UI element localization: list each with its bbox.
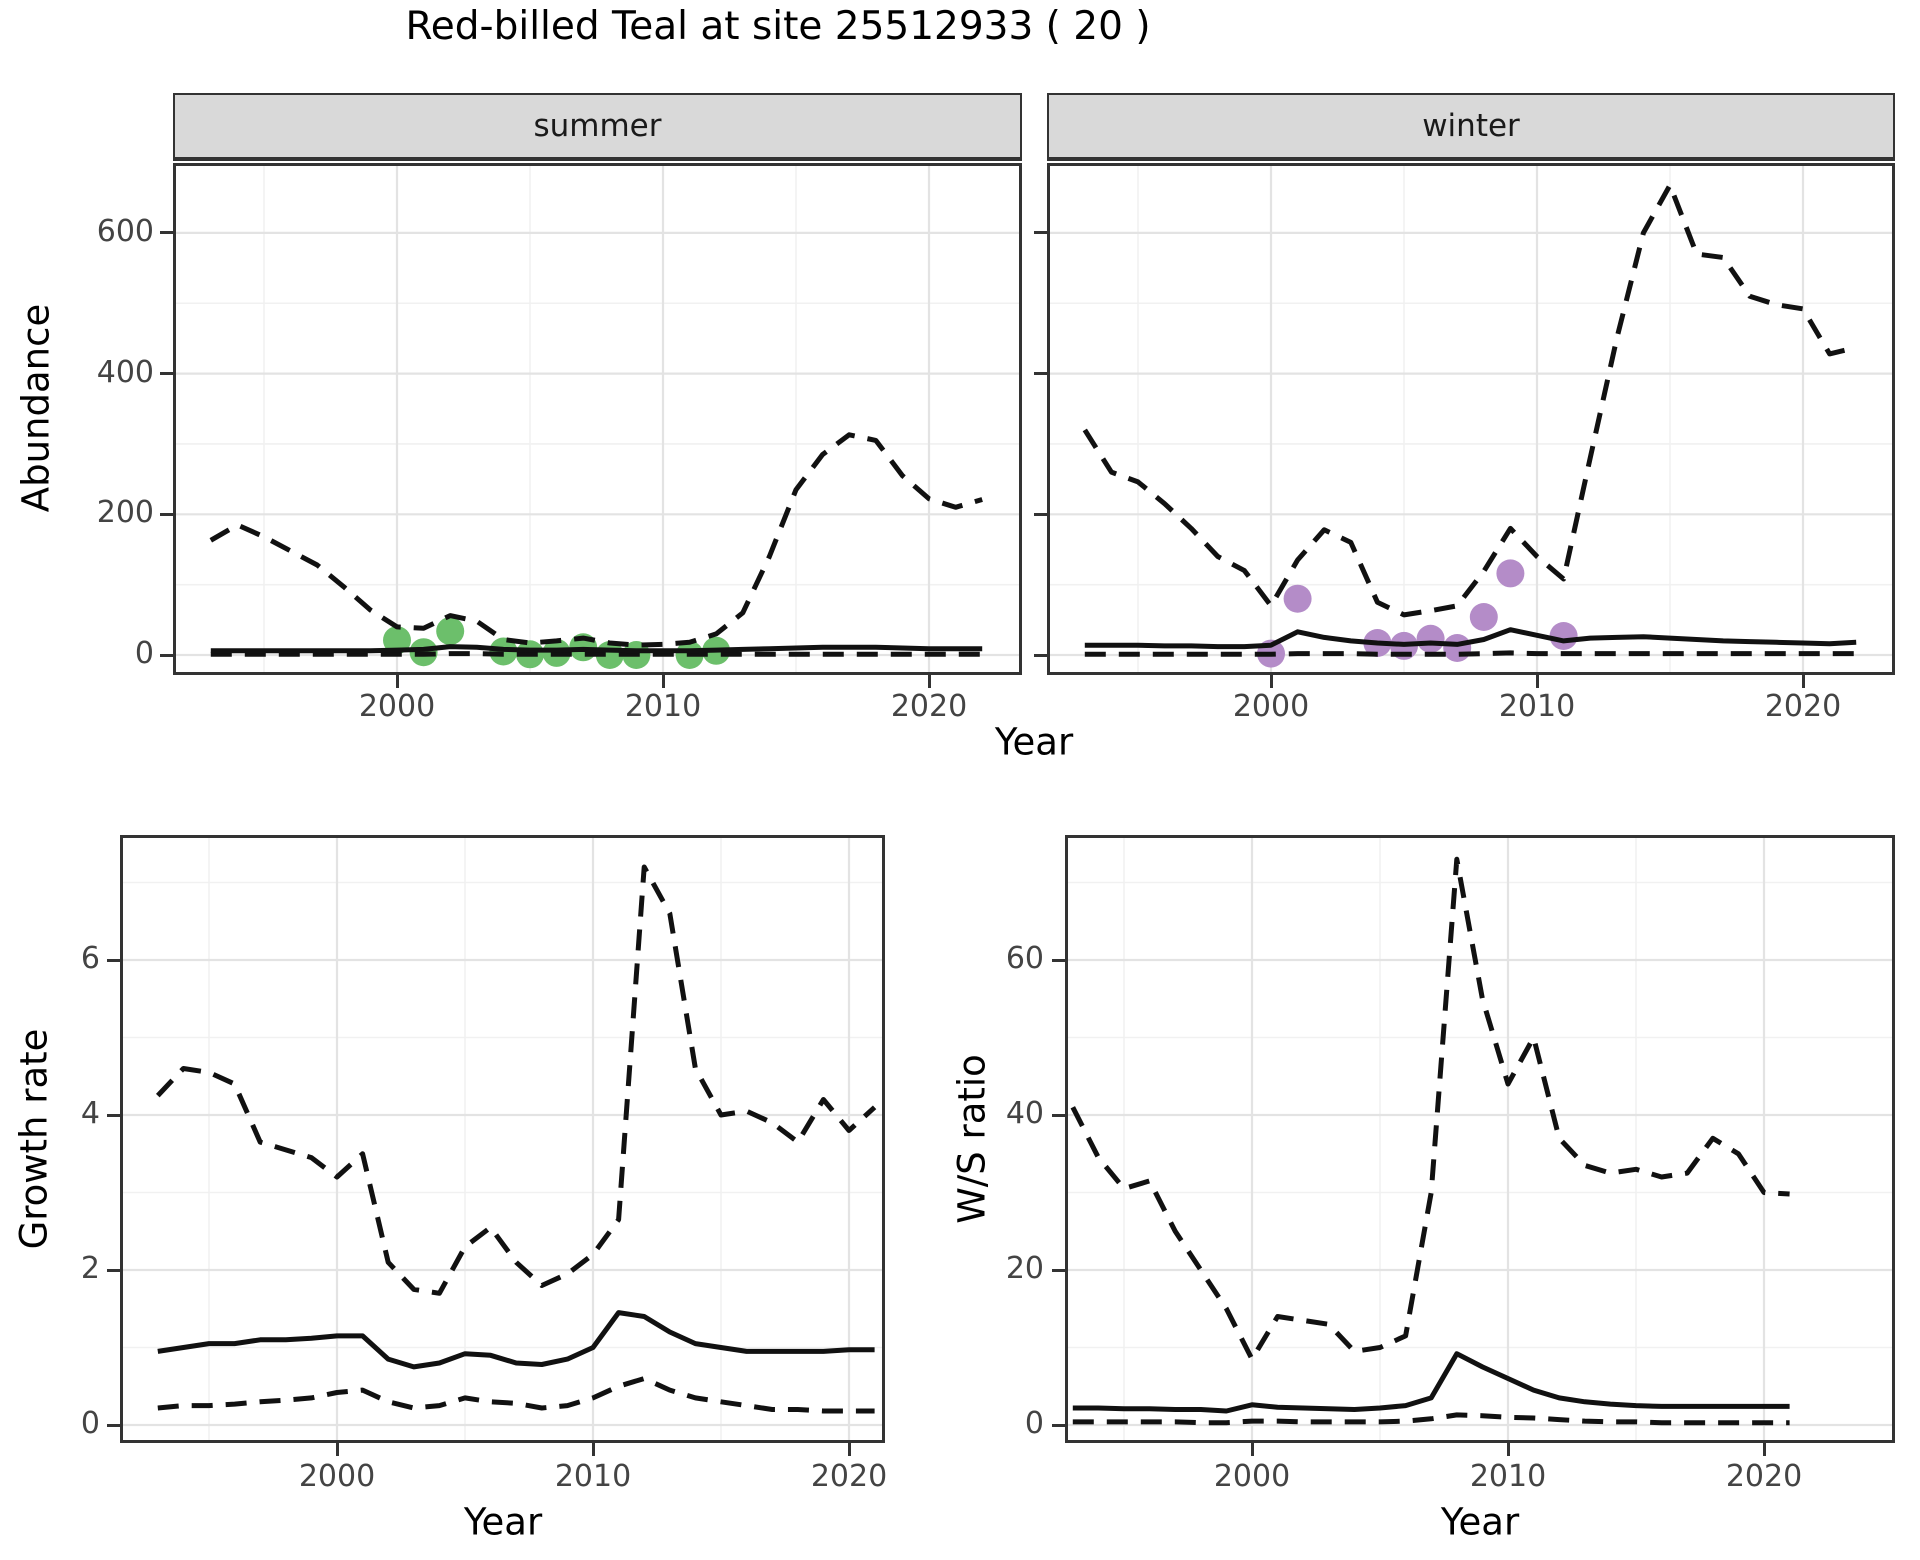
lower-95ci-line bbox=[1084, 650, 1857, 657]
x-tick-mark bbox=[927, 675, 931, 688]
figure-title: Red-billed Teal at site 25512933 ( 20 ) bbox=[405, 4, 1151, 49]
y-tick-label: 400 bbox=[96, 354, 154, 390]
upper-95ci-line bbox=[1070, 856, 1790, 1362]
x-tick-label: 2010 bbox=[1498, 689, 1576, 724]
y-tick-mark bbox=[1034, 231, 1047, 235]
ws-ratio-axis-label: W/S ratio bbox=[950, 1054, 994, 1224]
facet-strip-summer: summer bbox=[173, 93, 1022, 161]
facet-strip-winter-label: winter bbox=[1422, 108, 1520, 144]
panel-border bbox=[1065, 835, 1895, 1443]
x-tick-label: 2000 bbox=[298, 1459, 376, 1494]
upper-95ci-line bbox=[209, 432, 983, 648]
x-tick-mark bbox=[335, 1443, 339, 1456]
growth-rate-axis-label: Growth rate bbox=[12, 1028, 56, 1250]
x-tick-mark bbox=[661, 675, 665, 688]
observed-point bbox=[1549, 622, 1578, 650]
y-tick-mark bbox=[107, 1113, 120, 1117]
facet-strip-summer-label: summer bbox=[533, 108, 662, 144]
y-tick-mark bbox=[160, 512, 173, 516]
growth-rate-chart bbox=[120, 835, 885, 1443]
observed-point bbox=[1283, 584, 1312, 613]
x-tick-label: 2010 bbox=[624, 689, 702, 724]
median-line bbox=[157, 1310, 875, 1370]
median-line bbox=[210, 644, 983, 654]
y-tick-label: 6 bbox=[80, 941, 100, 976]
ws-year-axis-label: Year bbox=[1440, 1500, 1520, 1544]
y-tick-label: 20 bbox=[1005, 1251, 1044, 1286]
x-tick-mark bbox=[847, 1443, 851, 1456]
x-tick-label: 2020 bbox=[890, 689, 968, 724]
abundance-axis-label: Abundance bbox=[14, 303, 58, 513]
y-tick-mark bbox=[107, 1268, 120, 1272]
x-tick-mark bbox=[1801, 675, 1805, 688]
y-tick-mark bbox=[1034, 653, 1047, 657]
facet-strip-winter: winter bbox=[1047, 93, 1895, 161]
x-tick-label: 2010 bbox=[1469, 1459, 1547, 1494]
top-year-axis-label: Year bbox=[994, 720, 1074, 764]
lower-95ci-line bbox=[1072, 1412, 1790, 1426]
ws-ratio-chart bbox=[1065, 835, 1895, 1443]
lower-95ci-line bbox=[157, 1376, 875, 1414]
x-tick-label: 2020 bbox=[1764, 689, 1842, 724]
y-tick-mark bbox=[160, 653, 173, 657]
upper-95ci-line bbox=[155, 864, 877, 1296]
x-tick-label: 2020 bbox=[1725, 1459, 1803, 1494]
y-tick-mark bbox=[107, 1423, 120, 1427]
y-tick-mark bbox=[1052, 1423, 1065, 1427]
observed-point bbox=[1416, 624, 1445, 653]
x-tick-mark bbox=[1762, 1443, 1766, 1456]
y-tick-label: 200 bbox=[96, 495, 154, 531]
x-tick-mark bbox=[1506, 1443, 1510, 1456]
x-tick-mark bbox=[1269, 675, 1273, 688]
abundance-summer-chart bbox=[173, 163, 1022, 675]
x-tick-label: 2020 bbox=[810, 1459, 888, 1494]
x-tick-label: 2000 bbox=[1232, 689, 1310, 724]
x-tick-label: 2010 bbox=[554, 1459, 632, 1494]
x-tick-mark bbox=[1250, 1443, 1254, 1456]
observed-point bbox=[1443, 634, 1472, 662]
y-tick-label: 2 bbox=[80, 1251, 100, 1286]
panel-border bbox=[1047, 163, 1895, 675]
observed-point bbox=[383, 626, 411, 655]
y-tick-mark bbox=[107, 958, 120, 962]
y-tick-mark bbox=[160, 231, 173, 235]
abundance-winter-chart bbox=[1047, 163, 1895, 675]
x-tick-mark bbox=[1535, 675, 1539, 688]
x-tick-label: 2000 bbox=[1213, 1459, 1291, 1494]
y-tick-label: 4 bbox=[80, 1096, 100, 1131]
lower-95ci-line bbox=[210, 651, 983, 657]
y-tick-mark bbox=[1034, 512, 1047, 516]
y-tick-mark bbox=[1052, 1113, 1065, 1117]
y-tick-mark bbox=[1052, 1268, 1065, 1272]
panel-border bbox=[173, 163, 1022, 675]
observed-point bbox=[1496, 559, 1525, 588]
y-tick-mark bbox=[160, 372, 173, 376]
median-line bbox=[1072, 1351, 1790, 1414]
x-tick-mark bbox=[591, 1443, 595, 1456]
y-tick-label: 0 bbox=[134, 636, 154, 671]
observed-point bbox=[1469, 603, 1498, 631]
x-tick-label: 2000 bbox=[358, 689, 436, 724]
observed-point bbox=[436, 617, 465, 646]
y-tick-label: 0 bbox=[1024, 1406, 1044, 1441]
y-tick-mark bbox=[1052, 958, 1065, 962]
y-tick-label: 40 bbox=[1005, 1096, 1044, 1131]
median-line bbox=[1084, 627, 1857, 650]
x-tick-mark bbox=[395, 675, 399, 688]
y-tick-label: 600 bbox=[96, 213, 154, 249]
growth-year-axis-label: Year bbox=[463, 1500, 543, 1544]
upper-95ci-line bbox=[1082, 182, 1857, 618]
panel-border bbox=[120, 835, 885, 1443]
y-tick-label: 60 bbox=[1005, 941, 1044, 976]
y-tick-label: 0 bbox=[80, 1406, 100, 1441]
y-tick-mark bbox=[1034, 372, 1047, 376]
